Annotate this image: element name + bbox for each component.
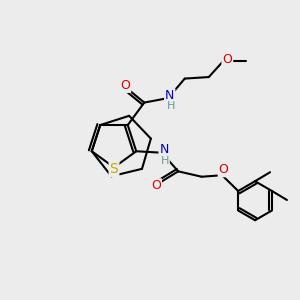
Text: O: O bbox=[222, 52, 232, 66]
Text: O: O bbox=[151, 179, 161, 192]
Text: O: O bbox=[120, 79, 130, 92]
Text: N: N bbox=[165, 89, 174, 102]
Text: H: H bbox=[167, 101, 175, 112]
Text: H: H bbox=[160, 156, 169, 166]
Text: S: S bbox=[110, 162, 118, 176]
Text: O: O bbox=[219, 163, 229, 176]
Text: N: N bbox=[160, 143, 169, 156]
